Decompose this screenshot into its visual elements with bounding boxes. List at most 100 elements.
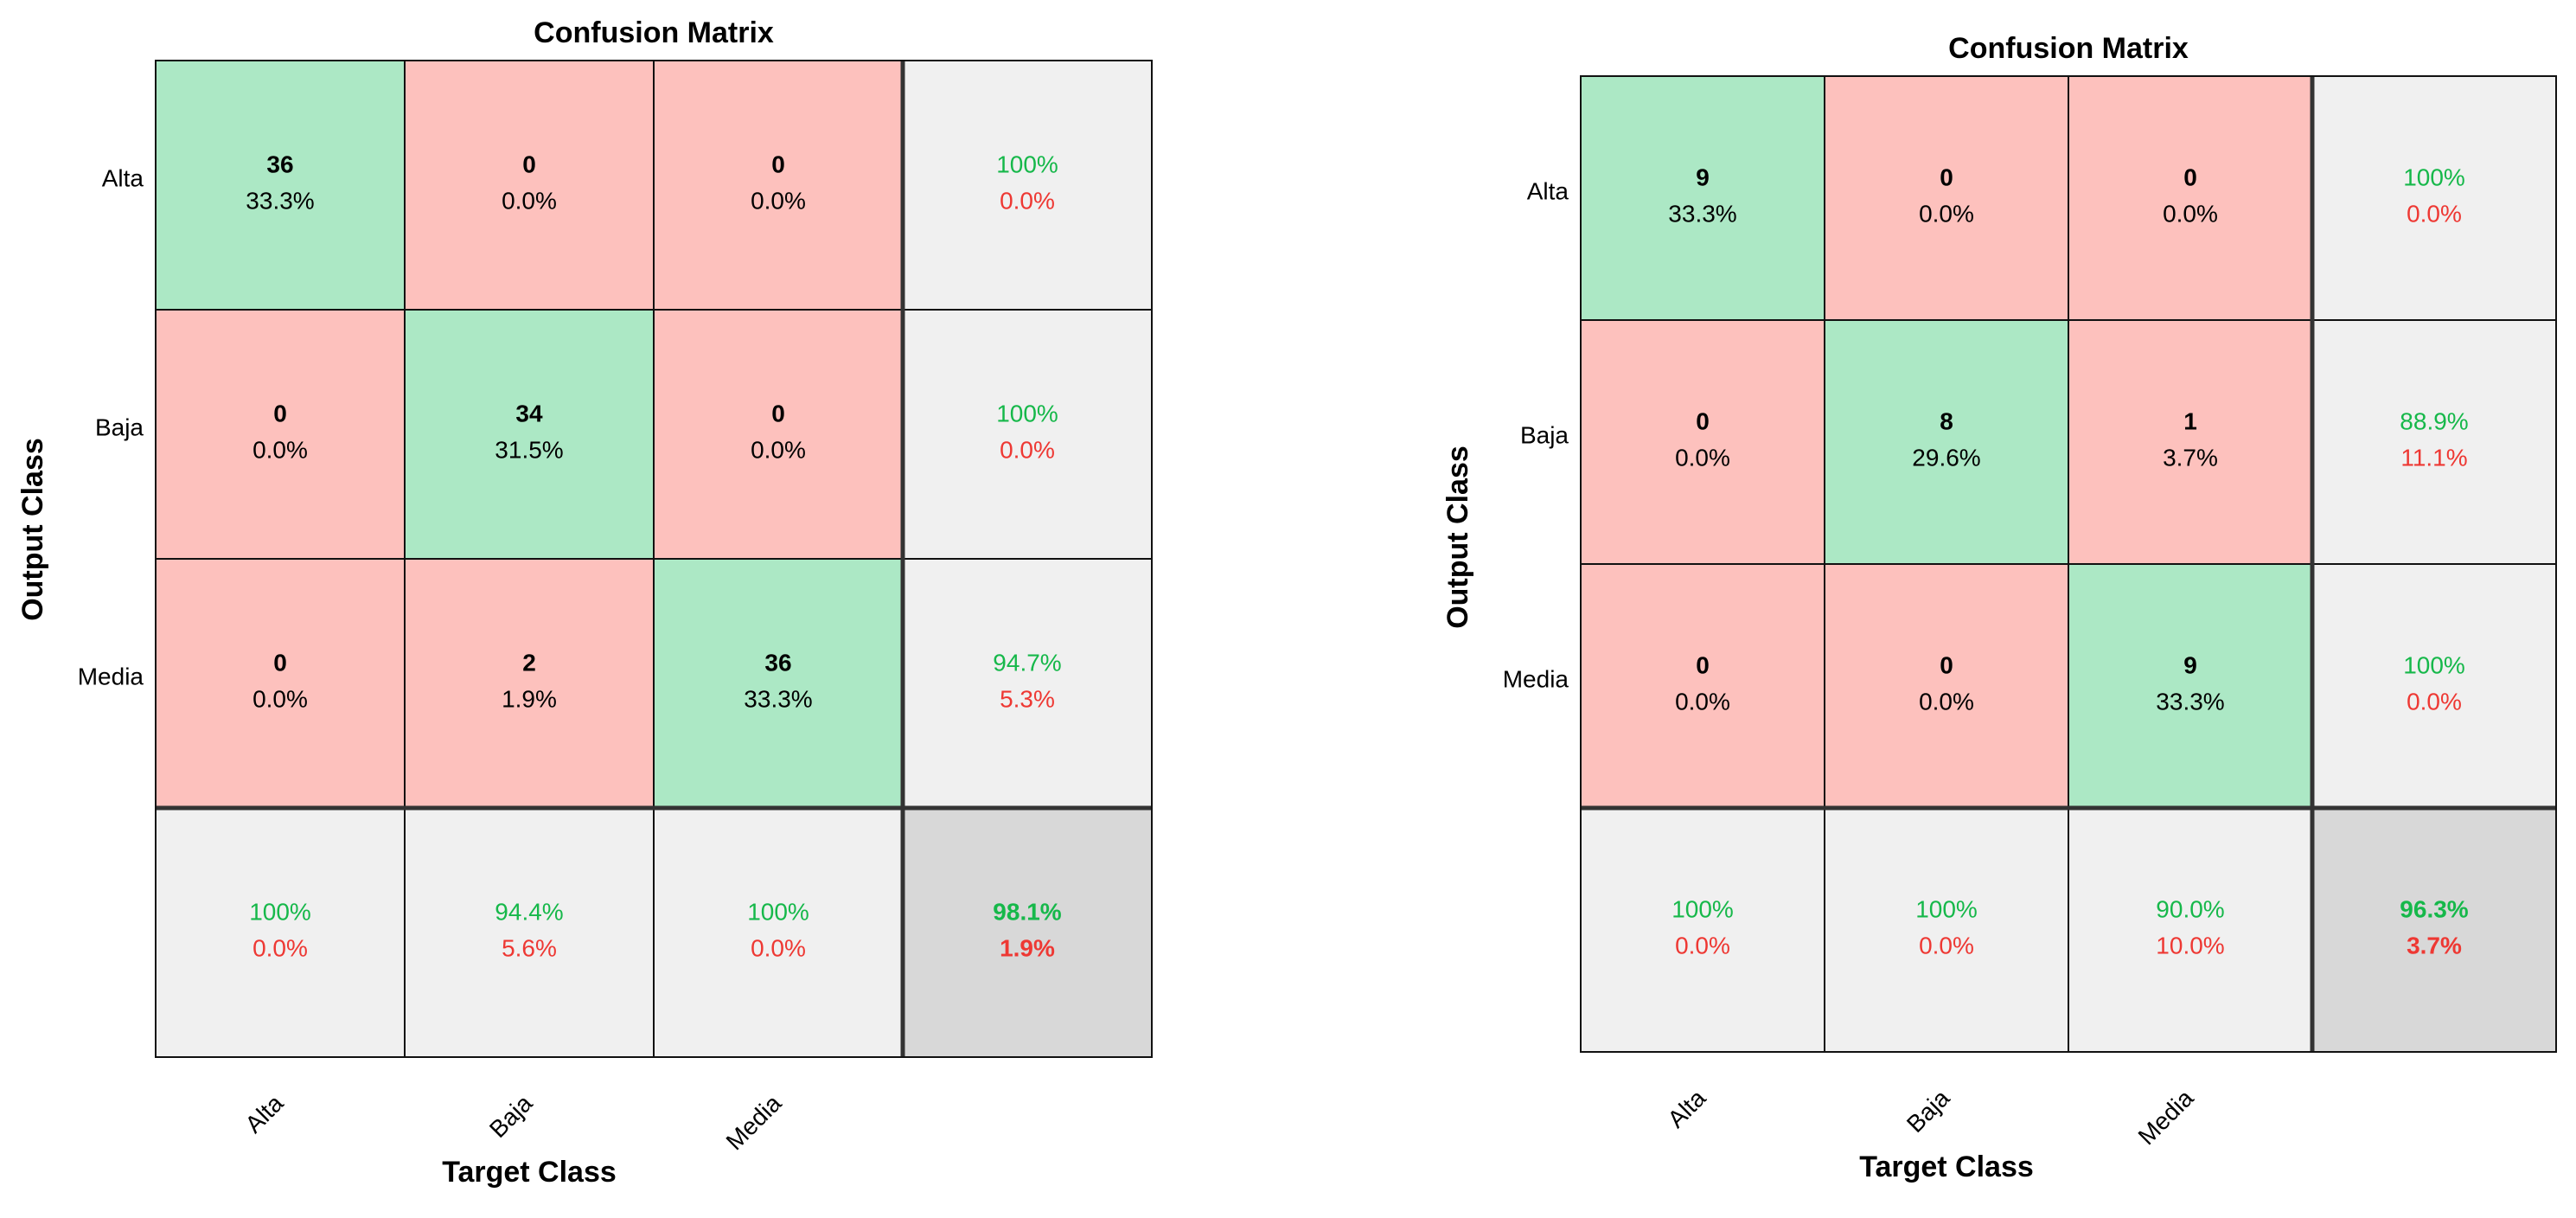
cell-percent: 0.0% (751, 187, 806, 214)
cell-count: 0 (771, 151, 785, 177)
col-summary-error: 0.0% (1919, 932, 1974, 958)
cell-count: 0 (2183, 163, 2197, 190)
row-summary-cell (902, 309, 1153, 560)
matrix-cell (2068, 319, 2313, 565)
col-summary-error: 0.0% (751, 934, 806, 961)
row-summary-correct: 88.9% (2400, 407, 2468, 434)
cell-count: 0 (771, 400, 785, 426)
cell-percent: 0.0% (2163, 200, 2218, 227)
col-tick-label: Media (2133, 1084, 2199, 1150)
cell-count: 9 (2183, 651, 2197, 678)
cell-percent: 0.0% (252, 436, 308, 463)
matrix-frame (155, 60, 1153, 1058)
row-tick-label: Media (1503, 665, 1569, 692)
col-summary-error: 0.0% (252, 934, 308, 961)
row-summary-error: 11.1% (2400, 444, 2467, 471)
cell-count: 0 (273, 649, 287, 676)
row-summary-correct: 100% (2403, 163, 2465, 190)
row-tick-label: Alta (102, 164, 144, 191)
matrix-cell (404, 309, 655, 560)
row-tick-label: Baja (95, 413, 144, 440)
col-summary-cell (653, 807, 904, 1058)
cell-percent: 0.0% (1919, 688, 1974, 715)
col-tick-label: Alta (240, 1089, 288, 1138)
cell-count: 0 (1696, 407, 1710, 434)
matrix-cell (653, 60, 904, 311)
row-summary-cell (902, 558, 1153, 809)
cell-percent: 0.0% (751, 436, 806, 463)
cell-count: 0 (1940, 651, 1953, 678)
cell-count: 0 (1696, 651, 1710, 678)
matrix-cell (155, 60, 406, 311)
row-summary-correct: 100% (996, 400, 1058, 426)
cell-percent: 29.6% (1912, 444, 1980, 471)
cell-percent: 31.5% (495, 436, 563, 463)
col-summary-error: 0.0% (1675, 932, 1730, 958)
cell-count: 36 (764, 649, 791, 676)
cell-count: 0 (273, 400, 287, 426)
cell-percent: 0.0% (252, 685, 308, 712)
matrix-cell (653, 558, 904, 809)
matrix-cell (1580, 319, 1825, 565)
matrix-cell (1824, 319, 2069, 565)
chart-title: Confusion Matrix (534, 16, 774, 49)
matrix-cell (404, 60, 655, 311)
matrix-cell (2068, 563, 2313, 809)
x-axis-label: Target Class (1859, 1151, 2034, 1183)
row-summary-error: 0.0% (1000, 436, 1055, 463)
overall-accuracy: 96.3% (2400, 895, 2468, 922)
row-summary-error: 5.3% (1000, 685, 1055, 712)
cell-count: 0 (522, 151, 536, 177)
cell-percent: 0.0% (1675, 688, 1730, 715)
confusion-matrix-panel-2: Confusion Matrix 9 33.3% 0 0.0% 0 0.0% 100% 0.0%… (1441, 32, 2557, 1183)
row-summary-error: 0.0% (2407, 688, 2462, 715)
row-tick-label: Baja (1520, 421, 1569, 448)
y-axis-label: Output Class (16, 438, 49, 621)
cell-count: 34 (515, 400, 543, 426)
cell-count: 0 (1940, 163, 1953, 190)
col-summary-correct: 100% (1672, 895, 1734, 922)
col-tick-label: Baja (484, 1089, 538, 1143)
col-tick-label: Media (721, 1089, 787, 1155)
col-tick-label: Alta (1662, 1084, 1710, 1132)
confusion-matrix-panel-1: Confusion Matrix 36 33.3% 0 0.0% 0 0.0% 100% 0.0… (16, 16, 1153, 1189)
row-tick-label: Alta (1527, 177, 1569, 204)
chart-title: Confusion Matrix (1948, 32, 2189, 65)
row-summary-correct: 100% (996, 151, 1058, 177)
matrix-cell (404, 558, 655, 809)
col-summary-correct: 100% (249, 898, 311, 925)
matrix-cell (1580, 75, 1825, 321)
overall-error: 1.9% (1000, 934, 1055, 961)
row-summary-cell (902, 60, 1153, 311)
row-summary-correct: 100% (2403, 651, 2465, 678)
row-summary-cell (2311, 75, 2557, 321)
cell-percent: 33.3% (246, 187, 314, 214)
matrix-cell (2068, 75, 2313, 321)
matrix-cell (155, 558, 406, 809)
cell-percent: 0.0% (502, 187, 557, 214)
row-summary-error: 0.0% (2407, 200, 2462, 227)
cell-percent: 3.7% (2163, 444, 2218, 471)
matrix-cell (1580, 563, 1825, 809)
cell-percent: 1.9% (502, 685, 557, 712)
overall-error: 3.7% (2407, 932, 2462, 958)
overall-accuracy: 98.1% (993, 898, 1061, 925)
overall-cell (2311, 807, 2557, 1053)
col-summary-cell (155, 807, 406, 1058)
cell-count: 2 (522, 649, 536, 676)
cell-percent: 0.0% (1919, 200, 1974, 227)
row-summary-error: 0.0% (1000, 187, 1055, 214)
cell-percent: 0.0% (1675, 444, 1730, 471)
cell-percent: 33.3% (744, 685, 812, 712)
x-axis-label: Target Class (442, 1156, 617, 1189)
cell-count: 36 (266, 151, 293, 177)
row-summary-cell (2311, 319, 2557, 565)
col-summary-correct: 90.0% (2156, 895, 2224, 922)
col-summary-error: 10.0% (2156, 932, 2224, 958)
col-tick-label: Baja (1902, 1084, 1955, 1138)
overall-cell (902, 807, 1153, 1058)
col-summary-correct: 100% (747, 898, 809, 925)
row-tick-label: Media (78, 663, 144, 689)
y-axis-label: Output Class (1441, 446, 1474, 629)
